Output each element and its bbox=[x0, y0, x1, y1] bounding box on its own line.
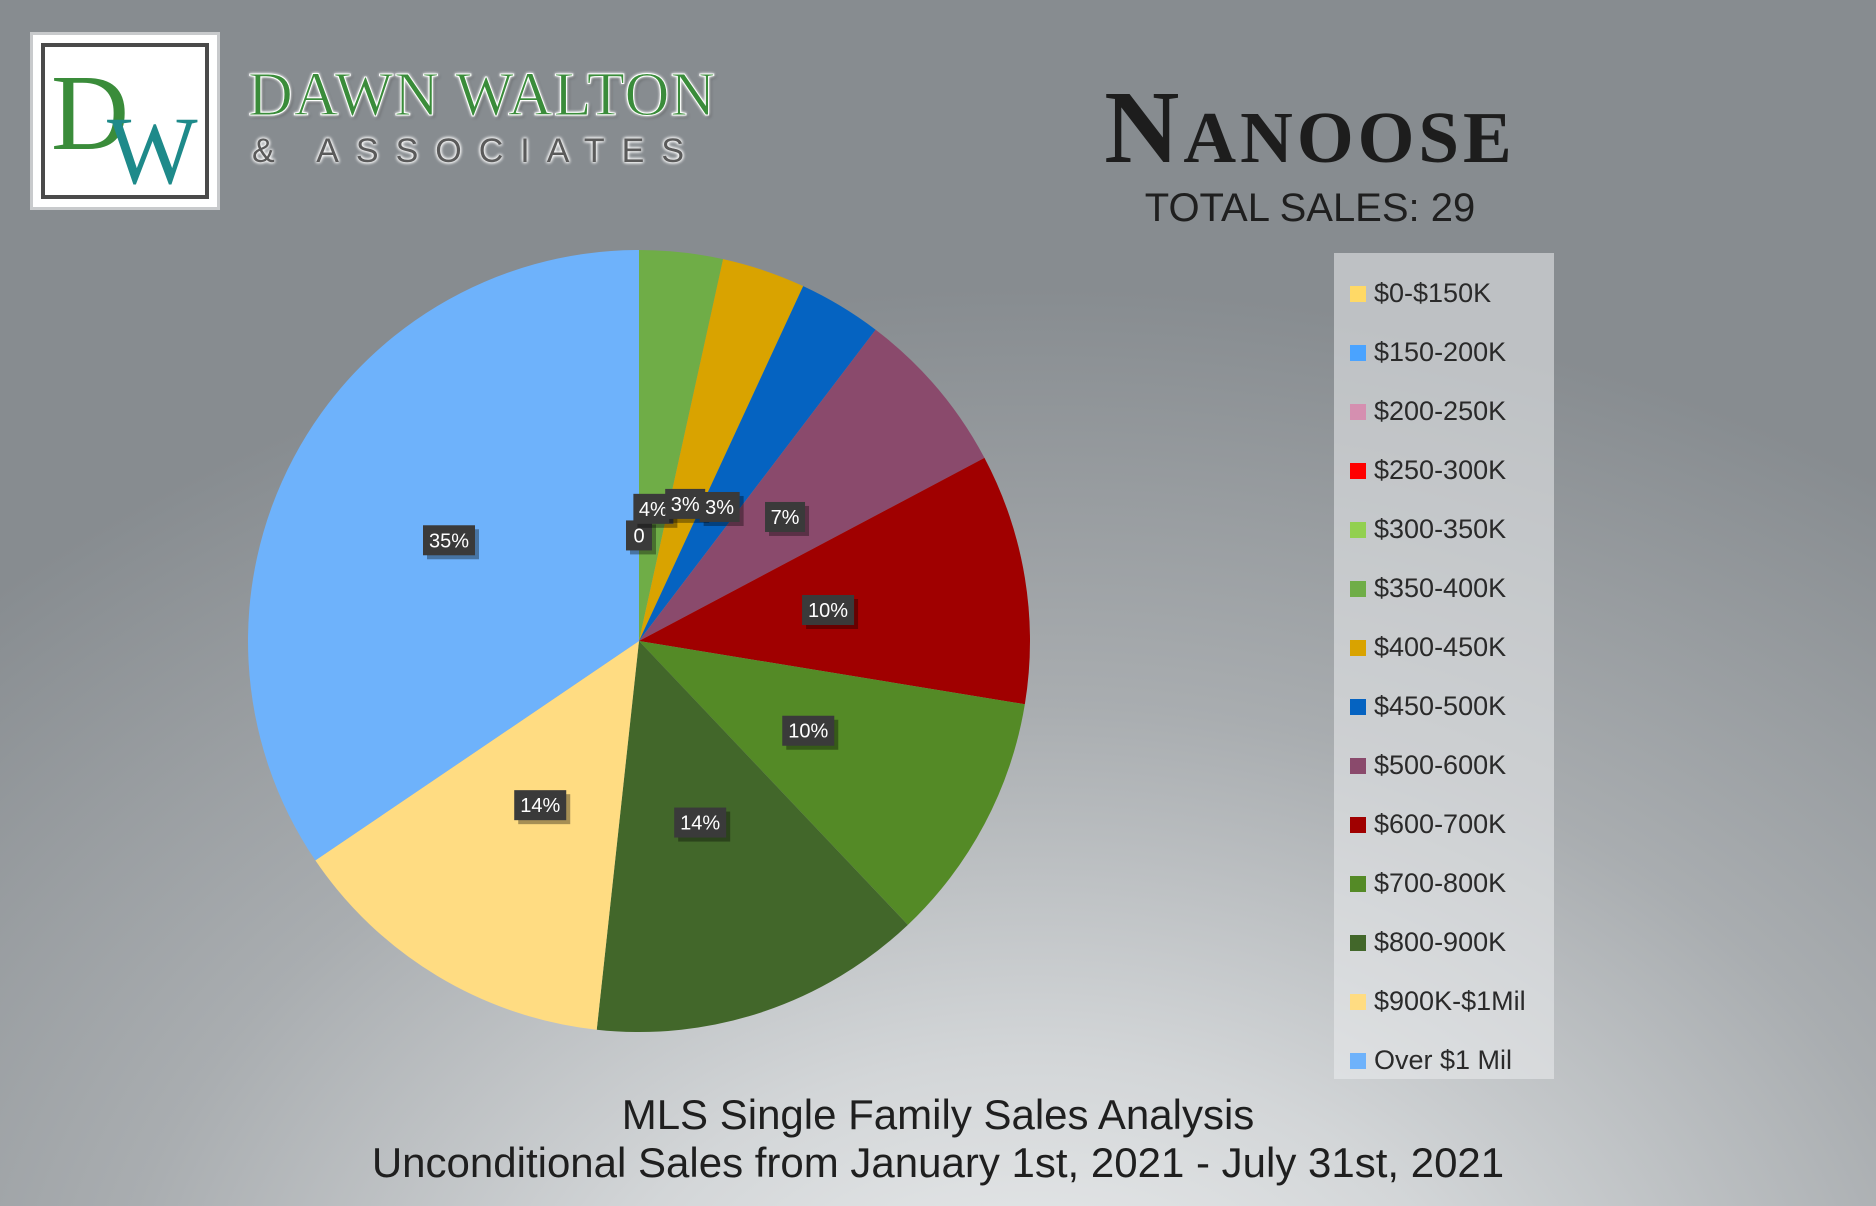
legend-item-700-800k: $700-800K bbox=[1334, 854, 1554, 913]
svg-text:35%: 35% bbox=[429, 530, 469, 552]
legend-item-800-900k: $800-900K bbox=[1334, 913, 1554, 972]
pie-slice-700-800k bbox=[639, 641, 1025, 925]
page-title: Nanoose bbox=[1104, 70, 1516, 185]
legend-label: $250-300K bbox=[1374, 455, 1507, 485]
svg-text:3%: 3% bbox=[705, 497, 734, 519]
legend-swatch bbox=[1350, 639, 1366, 656]
data-label-900k-1mil: 14% bbox=[514, 790, 571, 825]
legend-swatch bbox=[1350, 816, 1366, 833]
legend-label: $200-250K bbox=[1374, 396, 1507, 426]
legend-swatch bbox=[1350, 993, 1366, 1010]
legend-label: $500-600K bbox=[1374, 750, 1507, 780]
legend-label: $350-400K bbox=[1374, 573, 1507, 603]
logo-monogram: D W bbox=[41, 43, 209, 199]
pie-slice-900k-1mil bbox=[315, 641, 639, 1030]
data-label-0-150k: 0 bbox=[626, 520, 656, 555]
monogram-d: D bbox=[51, 54, 129, 173]
legend-swatch bbox=[1350, 403, 1366, 420]
legend-item-900k-1mil: $900K-$1Mil bbox=[1334, 972, 1554, 1031]
svg-text:4%: 4% bbox=[639, 499, 668, 521]
legend-label: $800-900K bbox=[1374, 927, 1507, 957]
svg-text:3%: 3% bbox=[671, 494, 700, 516]
legend-item-0-150k: $0-$150K bbox=[1334, 264, 1554, 323]
legend-label: $150-200K bbox=[1374, 337, 1507, 367]
data-label-400-450k: 3% bbox=[665, 488, 710, 523]
footer-title: MLS Single Family Sales Analysis bbox=[621, 1091, 1255, 1138]
pie-slice-800-900k bbox=[596, 641, 908, 1032]
legend-swatch bbox=[1350, 580, 1366, 597]
pie-slice-450-500k bbox=[639, 286, 876, 641]
footer-date-range: Unconditional Sales from January 1st, 20… bbox=[371, 1139, 1505, 1186]
legend-item-150-200k: $150-200K bbox=[1334, 323, 1554, 382]
legend-item-350-400k: $350-400K bbox=[1334, 559, 1554, 618]
legend-swatch bbox=[1350, 462, 1366, 479]
legend-label: $300-350K bbox=[1374, 514, 1507, 544]
brand-subtitle: & ASSOCIATES bbox=[252, 132, 702, 170]
data-label-over-1-mil: 35% bbox=[423, 525, 480, 560]
legend-item-450-500k: $450-500K bbox=[1334, 677, 1554, 736]
svg-text:14%: 14% bbox=[520, 795, 560, 817]
legend-item-over-1-mil: Over $1 Mil bbox=[1334, 1031, 1554, 1090]
data-label-600-700k: 10% bbox=[802, 595, 859, 630]
legend-swatch bbox=[1350, 344, 1366, 361]
legend-item-600-700k: $600-700K bbox=[1334, 795, 1554, 854]
legend-label: $400-450K bbox=[1374, 632, 1507, 662]
legend-item-300-350k: $300-350K bbox=[1334, 500, 1554, 559]
legend-label: Over $1 Mil bbox=[1374, 1045, 1513, 1075]
svg-text:10%: 10% bbox=[788, 721, 828, 743]
data-label-450-500k: 3% bbox=[699, 491, 744, 526]
pie-slice-600-700k bbox=[639, 457, 1030, 705]
pie-slice-500-600k bbox=[639, 329, 985, 641]
brand-name: DAWN WALTON bbox=[247, 61, 717, 129]
legend-item-400-450k: $400-450K bbox=[1334, 618, 1554, 677]
legend-swatch bbox=[1350, 285, 1366, 302]
legend-swatch bbox=[1350, 521, 1366, 538]
legend-swatch bbox=[1350, 934, 1366, 951]
legend-item-500-600k: $500-600K bbox=[1334, 736, 1554, 795]
svg-text:14%: 14% bbox=[680, 813, 720, 835]
total-sales: TOTAL SALES: 29 bbox=[1144, 186, 1476, 230]
data-label-700-800k: 10% bbox=[782, 715, 839, 750]
legend-label: $0-$150K bbox=[1374, 278, 1492, 308]
data-label-800-900k: 14% bbox=[674, 807, 731, 842]
legend-item-250-300k: $250-300K bbox=[1334, 441, 1554, 500]
chart-legend: $0-$150K $150-200K $200-250K $250-300K $300-… bbox=[1334, 253, 1554, 1079]
legend-item-200-250k: $200-250K bbox=[1334, 382, 1554, 441]
svg-text:10%: 10% bbox=[808, 600, 848, 622]
pie-slice-350-400k bbox=[639, 250, 724, 641]
dw-monogram-icon: D W bbox=[51, 54, 198, 193]
data-label-500-600k: 7% bbox=[765, 501, 810, 536]
svg-text:7%: 7% bbox=[771, 507, 800, 529]
pie-slice-400-450k bbox=[639, 259, 804, 641]
legend-label: $900K-$1Mil bbox=[1374, 986, 1526, 1016]
logo: D W bbox=[30, 32, 220, 210]
legend-swatch bbox=[1350, 698, 1366, 715]
svg-text:0: 0 bbox=[633, 525, 644, 547]
legend-label: $700-800K bbox=[1374, 868, 1507, 898]
monogram-w: W bbox=[107, 97, 198, 193]
legend-swatch bbox=[1350, 1052, 1366, 1069]
legend-swatch bbox=[1350, 875, 1366, 892]
legend-label: $600-700K bbox=[1374, 809, 1507, 839]
legend-swatch bbox=[1350, 757, 1366, 774]
legend-label: $450-500K bbox=[1374, 691, 1507, 721]
